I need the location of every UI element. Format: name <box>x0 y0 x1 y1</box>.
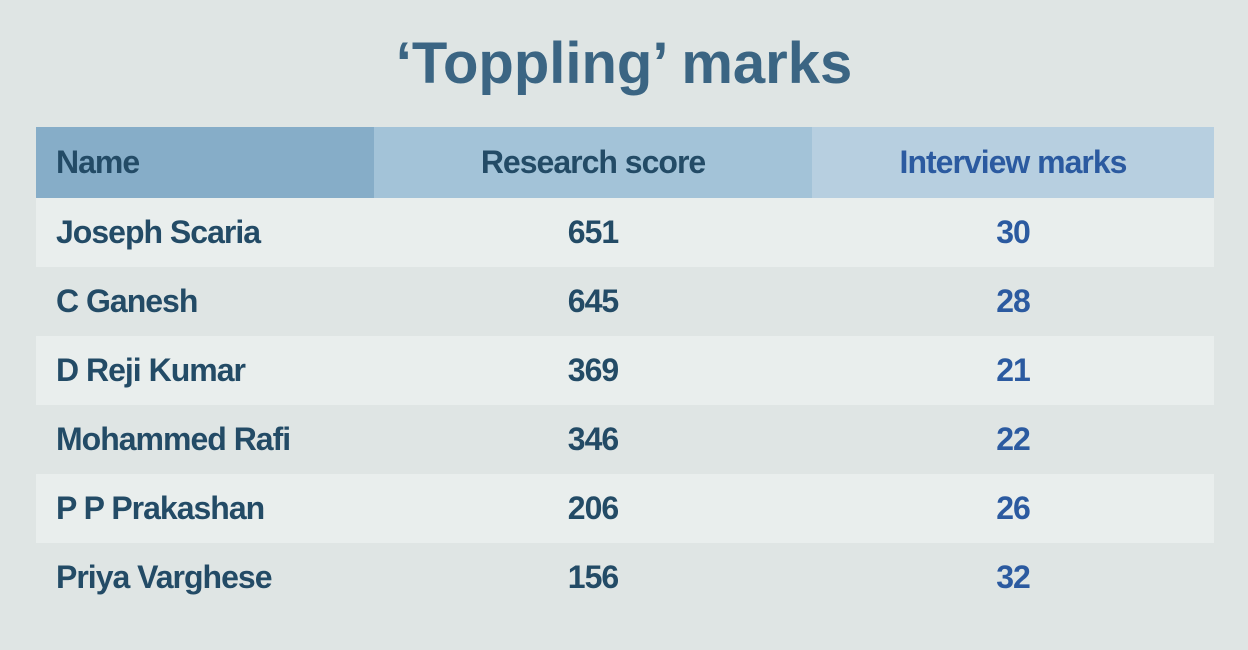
table-cell: 30 <box>996 214 1031 250</box>
title: ‘Toppling’ marks <box>395 31 853 96</box>
table-cell: 32 <box>996 559 1031 595</box>
column-header: Interview marks <box>812 127 1214 198</box>
table: Name Research score Interview marks Joseph … <box>36 127 1214 612</box>
table-cell: 369 <box>567 352 619 388</box>
table-cell: C Ganesh <box>56 283 198 319</box>
column-header: Name <box>36 127 374 198</box>
header-row: Name Research score Interview marks <box>36 127 1214 198</box>
column-header: Research score <box>374 127 812 198</box>
table-cell: 21 <box>996 352 1031 388</box>
table-row: D Reji Kumar 369 21 <box>36 336 1214 405</box>
table-cell: 645 <box>567 283 619 319</box>
table-cell: 346 <box>567 421 619 457</box>
table-row: Joseph Scaria 651 30 <box>36 198 1214 267</box>
table-cell: 651 <box>567 214 619 250</box>
table-row: C Ganesh 645 28 <box>36 267 1214 336</box>
table-cell: 22 <box>996 421 1031 457</box>
table-row: P P Prakashan 206 26 <box>36 474 1214 543</box>
table-cell: Mohammed Rafi <box>56 421 291 457</box>
table-cell: Joseph Scaria <box>56 214 261 250</box>
table-row: Priya Varghese 156 32 <box>36 543 1214 612</box>
table-row: Mohammed Rafi 346 22 <box>36 405 1214 474</box>
table-cell: P P Prakashan <box>56 490 265 526</box>
table-cell: D Reji Kumar <box>56 352 246 388</box>
table-cell: 206 <box>567 490 619 526</box>
table-cell: 156 <box>567 559 619 595</box>
table-cell: Priya Varghese <box>56 559 272 595</box>
table-cell: 28 <box>996 283 1031 319</box>
table-cell: 26 <box>996 490 1031 526</box>
